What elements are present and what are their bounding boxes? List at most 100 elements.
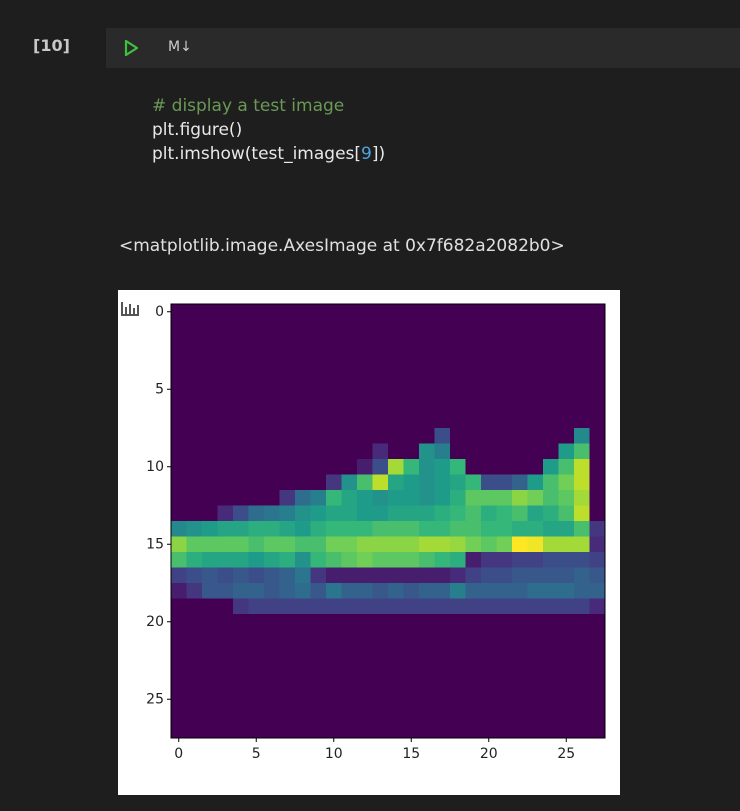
pixel <box>466 397 482 413</box>
pixel <box>528 459 544 475</box>
pixel <box>419 506 435 522</box>
pixel <box>295 335 311 351</box>
pixel <box>342 707 358 723</box>
pixel <box>187 707 203 723</box>
pixel <box>419 397 435 413</box>
pixel <box>171 692 187 708</box>
pixel <box>404 676 420 692</box>
pixel <box>233 614 249 630</box>
pixel <box>450 366 466 382</box>
pixel <box>528 413 544 429</box>
cell-type[interactable]: M↓ <box>168 39 192 55</box>
pixel <box>574 630 590 646</box>
pixel <box>373 397 389 413</box>
pixel <box>295 506 311 522</box>
pixel <box>419 521 435 537</box>
pixel <box>528 428 544 444</box>
y-tick-label: 5 <box>155 381 164 397</box>
pixel <box>326 459 342 475</box>
pixel <box>559 692 575 708</box>
y-tick-label: 10 <box>146 459 164 475</box>
pixel <box>326 444 342 460</box>
pixel <box>295 723 311 739</box>
pixel <box>419 552 435 568</box>
pixel <box>466 614 482 630</box>
pixel <box>559 304 575 320</box>
pixel <box>202 568 218 584</box>
pixel <box>280 459 296 475</box>
pixel <box>481 676 497 692</box>
pixel <box>373 583 389 599</box>
pixel <box>481 428 497 444</box>
pixel <box>559 506 575 522</box>
pixel <box>497 645 513 661</box>
pixel <box>497 397 513 413</box>
pixel <box>574 444 590 460</box>
pixel <box>280 320 296 336</box>
pixel <box>187 351 203 367</box>
pixel <box>543 444 559 460</box>
pixel <box>233 366 249 382</box>
pixel <box>574 413 590 429</box>
pixel <box>326 335 342 351</box>
pixel <box>233 459 249 475</box>
pixel <box>357 707 373 723</box>
pixel <box>326 320 342 336</box>
pixel <box>264 723 280 739</box>
pixel <box>481 459 497 475</box>
pixel <box>171 583 187 599</box>
pixel <box>295 320 311 336</box>
pixel <box>342 490 358 506</box>
pixel <box>497 444 513 460</box>
pixel <box>342 599 358 615</box>
pixel <box>311 583 327 599</box>
pixel <box>528 320 544 336</box>
pixel <box>357 552 373 568</box>
pixel <box>419 583 435 599</box>
pixel <box>543 692 559 708</box>
pixel <box>295 521 311 537</box>
pixel <box>249 614 265 630</box>
pixel <box>543 366 559 382</box>
toolbar-icon[interactable] <box>121 302 139 316</box>
pixel <box>218 645 234 661</box>
pixel <box>342 335 358 351</box>
pixel <box>187 397 203 413</box>
pixel <box>528 366 544 382</box>
pixel <box>218 459 234 475</box>
pixel <box>481 537 497 553</box>
pixel <box>295 304 311 320</box>
pixel <box>295 552 311 568</box>
pixel <box>590 645 606 661</box>
pixel <box>574 583 590 599</box>
pixel <box>466 630 482 646</box>
pixel <box>435 521 451 537</box>
pixel <box>497 552 513 568</box>
pixel <box>512 320 528 336</box>
pixel <box>512 568 528 584</box>
pixel <box>419 459 435 475</box>
pixel <box>590 552 606 568</box>
pixel <box>295 413 311 429</box>
pixel <box>388 366 404 382</box>
pixel <box>388 661 404 677</box>
pixel <box>233 599 249 615</box>
code-line: plt.figure() <box>152 118 385 142</box>
pixel <box>590 397 606 413</box>
pixel <box>388 568 404 584</box>
pixel <box>435 320 451 336</box>
pixel <box>326 304 342 320</box>
pixel <box>187 552 203 568</box>
pixel <box>218 320 234 336</box>
pixel <box>543 428 559 444</box>
pixel <box>450 351 466 367</box>
pixel <box>590 537 606 553</box>
pixel <box>280 707 296 723</box>
pixel <box>388 459 404 475</box>
run-button[interactable] <box>124 40 138 56</box>
pixel <box>450 506 466 522</box>
pixel <box>280 723 296 739</box>
pixel <box>450 599 466 615</box>
pixel <box>202 599 218 615</box>
pixel <box>280 428 296 444</box>
